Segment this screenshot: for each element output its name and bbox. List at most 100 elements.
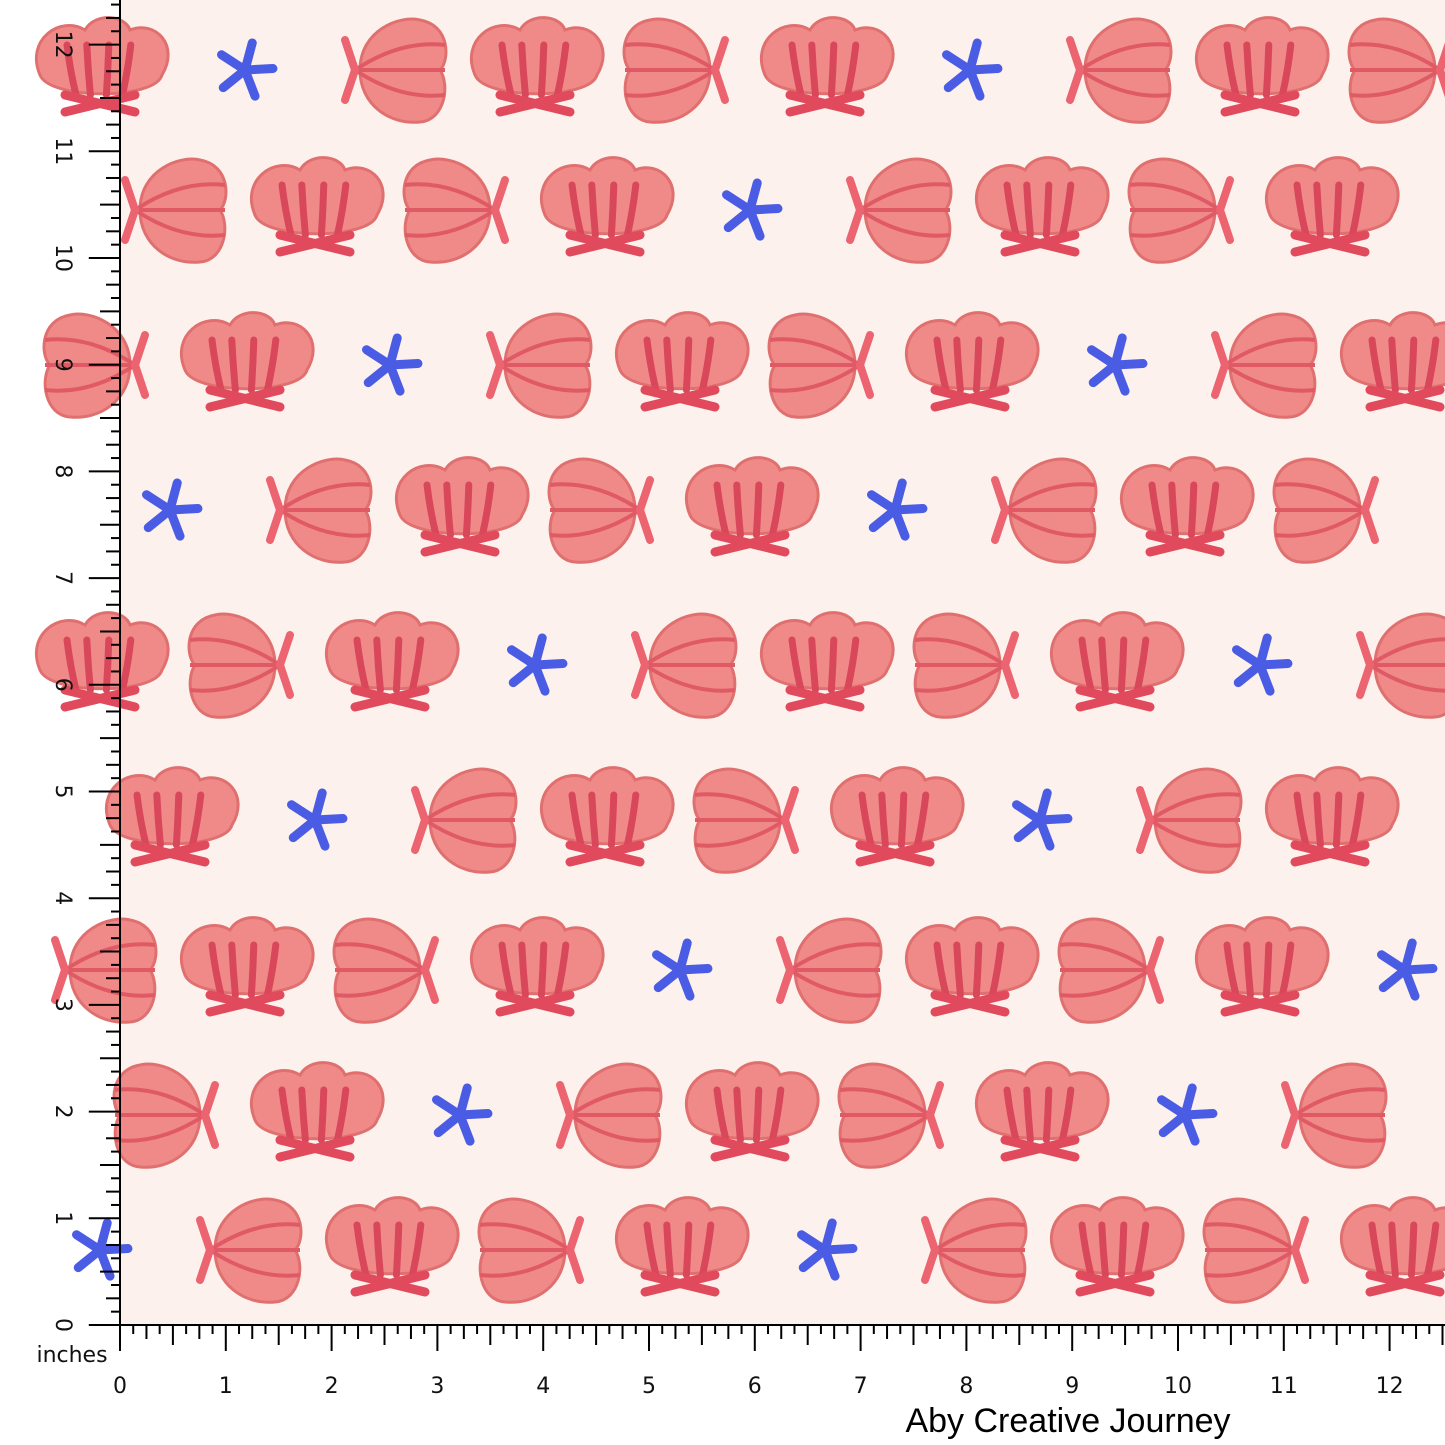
- shell-ridge: [1204, 1248, 1297, 1278]
- shell-ridge: [1168, 481, 1179, 539]
- y-ruler-label: 5: [50, 785, 75, 799]
- shell: [904, 916, 1040, 1017]
- shell-ridge: [1023, 1086, 1034, 1144]
- shell-ridge: [988, 941, 1005, 999]
- shell-hinge: [1220, 90, 1300, 117]
- shell: [341, 17, 448, 124]
- shell-ridge: [1293, 1087, 1386, 1117]
- shell-hinge: [776, 936, 795, 1004]
- shell-ridge: [333, 1086, 350, 1144]
- shell-ridge: [1313, 181, 1324, 239]
- shell-hinge: [51, 936, 70, 1004]
- shell-ridge: [933, 336, 950, 394]
- shell-ridge: [188, 791, 205, 849]
- shell-hinge: [275, 230, 355, 257]
- shell-ridge: [1423, 1221, 1440, 1279]
- x-ruler-label: 12: [1376, 1374, 1404, 1399]
- shell-hinge: [350, 1270, 430, 1297]
- shell-ridge: [1204, 1222, 1297, 1252]
- shell-ridge: [423, 792, 516, 822]
- shell-hinge: [420, 936, 439, 1004]
- shell-ridge: [1278, 941, 1295, 999]
- shell: [1281, 1062, 1388, 1169]
- shell-ridge: [1133, 1221, 1150, 1279]
- shell-ridge: [1274, 508, 1367, 538]
- shell-ridge: [247, 336, 258, 394]
- shell-body: [974, 156, 1110, 236]
- shell-ridge: [643, 663, 736, 693]
- shell-ridge: [1368, 637, 1445, 667]
- shell-ridge: [118, 41, 135, 99]
- shell-ridge: [247, 941, 258, 999]
- shell-ridge: [1293, 791, 1310, 849]
- shell-ridge: [1368, 336, 1385, 394]
- shell-ridge: [404, 208, 497, 238]
- shell-hinge: [490, 176, 509, 244]
- shell-hinge: [1211, 331, 1230, 399]
- x-ruler-label: 6: [748, 1374, 762, 1399]
- shell-ridge: [972, 336, 983, 394]
- starfish: [432, 1083, 493, 1146]
- shell-ridge: [1078, 1221, 1095, 1279]
- star-arm: [507, 645, 540, 670]
- shell-hinge: [710, 1135, 790, 1162]
- shell: [1136, 767, 1243, 874]
- star-arm: [1232, 645, 1265, 670]
- shell-ridge: [698, 336, 715, 394]
- shell-ridge: [63, 968, 156, 998]
- shell: [846, 157, 953, 264]
- shell-ridge: [1203, 481, 1220, 539]
- shell-ridge: [278, 1086, 295, 1144]
- shell-ridge: [1078, 636, 1095, 694]
- shell-ridge: [1243, 41, 1254, 99]
- shell-hinge: [205, 385, 285, 412]
- shell-hinge: [130, 840, 210, 867]
- shell-ridge: [914, 637, 1007, 667]
- shell-ridge: [334, 942, 427, 972]
- shell-ridge: [933, 1222, 1026, 1252]
- shell: [614, 1196, 750, 1297]
- shell-ridge: [1313, 791, 1324, 849]
- starfish: [362, 333, 423, 396]
- shell: [614, 311, 750, 412]
- shell-ridge: [353, 42, 446, 72]
- shell: [1127, 157, 1234, 264]
- shell-hinge: [275, 1135, 355, 1162]
- shell-ridge: [423, 818, 516, 848]
- shell-hinge: [785, 90, 865, 117]
- shell-ridge: [682, 336, 693, 394]
- shell-hinge: [780, 786, 799, 854]
- shell-ridge: [1098, 1221, 1109, 1279]
- star-arm: [797, 1230, 830, 1255]
- shell-ridge: [1187, 481, 1198, 539]
- shell-ridge: [1388, 1221, 1399, 1279]
- shell-ridge: [1117, 1221, 1128, 1279]
- shell-ridge: [208, 1248, 301, 1278]
- shell-ridge: [317, 1086, 328, 1144]
- shell-ridge: [858, 208, 951, 238]
- shell-ridge: [373, 1221, 384, 1279]
- shell-ridge: [839, 1087, 932, 1117]
- shell-ridge: [1148, 818, 1241, 848]
- shell-ridge: [102, 41, 113, 99]
- shell-ridge: [1129, 182, 1222, 212]
- shell-ridge: [353, 68, 446, 98]
- shell-ridge: [607, 181, 618, 239]
- starfish: [217, 38, 278, 101]
- shell-hinge: [121, 176, 140, 244]
- shell-body: [1049, 1196, 1185, 1276]
- shell-ridge: [1223, 41, 1240, 99]
- shell-hinge: [1365, 1270, 1445, 1297]
- shell-hinge: [640, 1270, 720, 1297]
- x-ruler-label: 8: [959, 1374, 973, 1399]
- shell-body: [1119, 456, 1255, 536]
- shell-body: [324, 611, 460, 691]
- shell-ridge: [553, 41, 570, 99]
- shell: [324, 1196, 460, 1297]
- shell-ridge: [713, 481, 730, 539]
- shell-ridge: [133, 791, 150, 849]
- shell-ridge: [788, 636, 805, 694]
- shell-ridge: [768, 1086, 785, 1144]
- shell-hinge: [486, 331, 505, 399]
